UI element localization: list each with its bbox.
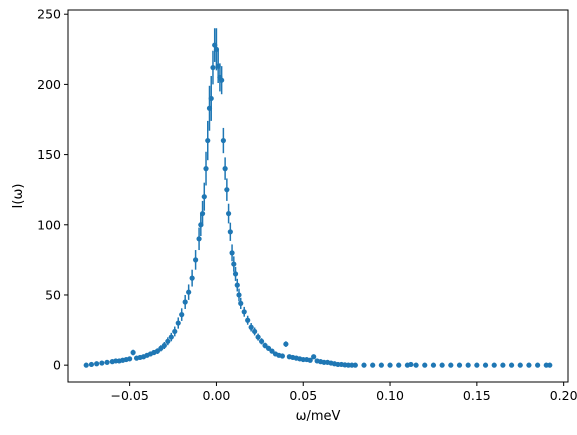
data-point	[161, 342, 167, 349]
data-points	[83, 42, 553, 368]
error-bars	[85, 28, 551, 366]
y-tick-label: 200	[37, 77, 61, 92]
data-point	[168, 334, 174, 340]
data-point	[231, 261, 237, 267]
data-point	[99, 360, 105, 366]
data-point	[378, 362, 384, 368]
data-point	[227, 229, 233, 235]
y-tick-label: 250	[37, 7, 61, 22]
data-point	[508, 362, 515, 368]
data-point	[535, 362, 541, 368]
plot-frame	[67, 9, 569, 383]
data-point	[517, 362, 523, 368]
data-point	[307, 357, 313, 363]
data-point	[387, 362, 393, 368]
data-point	[199, 210, 206, 217]
data-point	[245, 317, 251, 323]
data-point	[370, 362, 376, 368]
data-point	[88, 361, 95, 368]
data-point	[422, 362, 428, 368]
y-tick-label: 100	[37, 217, 61, 232]
data-point	[255, 334, 261, 340]
x-axis-label: ω/meV	[296, 409, 341, 424]
x-tick-label: 0.10	[376, 388, 404, 403]
data-point	[238, 300, 244, 306]
data-point	[236, 292, 242, 298]
data-point	[448, 362, 454, 368]
data-point	[252, 328, 258, 335]
data-point	[241, 309, 247, 315]
data-point	[83, 362, 89, 368]
data-point	[396, 362, 402, 368]
data-point	[201, 194, 207, 200]
data-point	[94, 361, 100, 367]
data-point	[158, 345, 164, 351]
data-point	[203, 166, 209, 172]
data-point	[269, 348, 275, 354]
data-point	[526, 362, 532, 368]
data-point	[189, 275, 195, 281]
data-point	[208, 95, 214, 102]
data-point	[179, 312, 185, 318]
data-point	[234, 282, 240, 288]
data-point	[413, 362, 419, 368]
data-point	[279, 353, 286, 359]
data-point	[283, 341, 289, 347]
data-point	[474, 362, 480, 368]
data-point	[130, 349, 136, 356]
y-axis-label: I(ω)	[11, 184, 26, 209]
data-point	[165, 338, 171, 344]
data-point	[186, 289, 192, 295]
x-tick-label: 0.00	[203, 388, 231, 403]
x-tick-label: −0.05	[110, 388, 148, 403]
data-point	[182, 299, 188, 305]
data-point	[104, 359, 110, 365]
data-point	[456, 362, 463, 368]
data-point	[210, 64, 216, 71]
data-point	[213, 46, 220, 52]
data-point	[262, 342, 268, 349]
y-tick-label: 0	[53, 358, 61, 373]
data-point	[361, 362, 367, 368]
data-point	[265, 345, 272, 351]
data-point	[465, 362, 471, 368]
y-tick-label: 50	[45, 287, 61, 302]
data-point	[206, 105, 213, 111]
data-point	[258, 338, 265, 344]
x-tick-label: 0.15	[463, 388, 491, 403]
data-point	[224, 187, 230, 193]
y-tick-label: 150	[37, 147, 61, 162]
data-point	[196, 236, 202, 242]
data-point	[127, 356, 133, 362]
x-axis-ticks: −0.05 0.00 0.05 0.10 0.15 0.20	[110, 382, 577, 403]
data-point	[212, 42, 218, 48]
data-point	[198, 222, 204, 228]
data-point	[430, 362, 437, 368]
data-point	[439, 362, 445, 368]
data-point	[175, 320, 181, 326]
data-point	[311, 354, 317, 360]
x-tick-label: 0.05	[289, 388, 317, 403]
data-point	[408, 361, 414, 368]
data-point	[193, 257, 199, 263]
data-point	[229, 250, 235, 256]
data-point	[547, 362, 553, 368]
data-point	[248, 324, 254, 330]
data-point	[232, 271, 239, 277]
data-point	[225, 210, 232, 217]
data-point	[219, 77, 225, 83]
data-point	[352, 362, 358, 368]
data-point	[172, 328, 178, 335]
data-point	[154, 348, 161, 354]
data-point	[482, 362, 489, 368]
data-point	[215, 63, 221, 69]
data-point	[500, 362, 506, 368]
data-point	[222, 166, 228, 172]
data-point	[205, 137, 211, 144]
data-point	[491, 362, 497, 368]
data-point	[220, 137, 226, 144]
x-tick-label: 0.20	[550, 388, 577, 403]
y-axis-ticks: 0 50 100 150 200 250	[37, 7, 68, 373]
